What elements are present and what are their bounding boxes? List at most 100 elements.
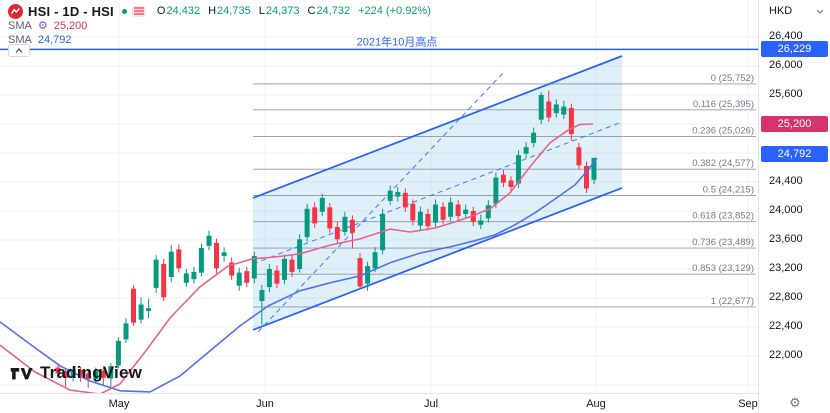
sma-slow-label: SMA (8, 34, 32, 46)
sma-fast-value: 25,200 (53, 20, 88, 32)
candle-body (55, 367, 61, 374)
candle-body (546, 101, 552, 118)
candle-body (304, 208, 310, 238)
candle-body (455, 204, 461, 217)
candle-body (357, 258, 363, 287)
chart-canvas[interactable]: 0 (25,752) 0.116 (25,395) 0.236 (25,026) 0.… (0, 0, 758, 393)
candle-body (463, 209, 469, 214)
fib-label: 0.5 (24,215) (703, 184, 754, 195)
price-badge: 26,229 (761, 41, 828, 58)
gear-icon[interactable]: ⚙ (789, 395, 801, 410)
channel-fill (253, 55, 622, 330)
sma-slow-line[interactable] (0, 157, 598, 393)
sma-fast-label: SMA (8, 20, 32, 32)
candle-body (591, 157, 597, 180)
indicator-row-sma-fast[interactable]: SMA ⚙ 25,200 (8, 19, 431, 33)
tradingview-watermark: TradingView (10, 363, 142, 383)
candle-body (153, 259, 159, 288)
sma-fast-line[interactable] (0, 123, 594, 393)
price-badge: 25,200 (761, 115, 828, 132)
collapse-pane-button[interactable] (8, 44, 30, 57)
fib-label: 0.116 (25,395) (693, 99, 754, 110)
candle-body (576, 147, 582, 166)
candle-body (108, 366, 114, 379)
candle-body (312, 207, 318, 224)
candle-body (387, 190, 393, 201)
candle-body (198, 248, 204, 273)
candle-body (342, 216, 348, 232)
candle-body (63, 371, 68, 378)
candle-body (236, 272, 242, 286)
time-tick-label: Aug (586, 398, 606, 410)
candle-body (123, 323, 129, 340)
currency-selector[interactable]: HKD (769, 4, 824, 18)
chevron-down-icon (816, 9, 824, 14)
candle-body (561, 106, 567, 115)
candle-body (70, 369, 76, 378)
candle-body (516, 155, 521, 184)
candle-body (319, 198, 325, 212)
price-tick-label: 24,000 (769, 204, 803, 216)
candle-body (93, 371, 99, 380)
time-tick-label: Jul (423, 398, 439, 410)
candle-body (85, 373, 91, 380)
symbol-title[interactable]: HSI - 1D - HSI (28, 3, 114, 19)
candle-body (138, 304, 144, 320)
candle-body (214, 242, 219, 269)
currency-label: HKD (769, 5, 793, 17)
ohlc-pair: L 24,373 (258, 5, 300, 17)
candle-body (327, 207, 333, 229)
candle-body (334, 227, 340, 240)
price-tick-label: 23,200 (769, 262, 803, 274)
candle-body (568, 108, 574, 135)
chevron-up-icon (15, 48, 23, 53)
indicator-settings-gear-icon[interactable]: ⚙ (37, 19, 48, 32)
candle-body (523, 147, 529, 154)
chart-plot-area[interactable]: 0 (25,752) 0.116 (25,395) 0.236 (25,026) 0.… (0, 0, 758, 393)
candle-body (493, 177, 499, 204)
candle-body (176, 249, 182, 269)
candle-body (266, 269, 272, 288)
indicator-row-sma-slow[interactable]: SMA 24,792 (8, 33, 431, 47)
channel-lower-line (252, 187, 623, 331)
fib-label: 0.236 (25,026) (692, 126, 754, 137)
market-status-dot-icon (121, 8, 127, 14)
ohlc-pair: H 24,735 (208, 5, 251, 17)
time-tick-label: Sep (738, 398, 758, 410)
price-axis[interactable]: HKD 26,400 26,000 25,600 24,400 24,000 23,600… (758, 0, 830, 413)
candle-body (206, 235, 212, 246)
candle-body (131, 288, 136, 323)
price-tick-label: 23,600 (769, 233, 803, 245)
time-axis[interactable]: May Jun Jul Aug Sep (0, 393, 830, 413)
candle-body (433, 204, 438, 223)
candle-body (440, 206, 446, 220)
parallel-channel[interactable] (252, 55, 623, 331)
hot-list-icon[interactable] (131, 5, 146, 17)
candle-body (584, 166, 589, 189)
ohlc-pair: O 24,432 (156, 5, 201, 17)
candle-body (485, 205, 491, 219)
change-value: +224 (+0.92%) (358, 5, 431, 17)
fib-retracement[interactable]: 0 (25,752) 0.116 (25,395) 0.236 (25,026) 0.… (253, 73, 756, 308)
candle-body (146, 308, 152, 312)
fib-label: 0.382 (24,577) (692, 158, 754, 169)
candle-body (78, 369, 84, 376)
symbol-legend-row[interactable]: HSI - 1D - HSI O 24,432 H 24,735 L 24,373 C 24,… (8, 3, 431, 19)
candle-body (425, 213, 431, 227)
channel-midline-dashed (252, 121, 623, 265)
candle-body (417, 211, 423, 226)
candle-body (470, 211, 476, 222)
candle-body (161, 263, 167, 298)
candle-body (229, 262, 235, 276)
candle-body (395, 192, 401, 197)
candlestick-series (55, 90, 597, 389)
candle-body (251, 256, 257, 279)
candle-body (402, 192, 408, 208)
chart-legend: HSI - 1D - HSI O 24,432 H 24,735 L 24,373 C 24,… (8, 3, 431, 47)
trendline-dashed[interactable] (257, 72, 504, 333)
fib-label: 0.736 (23,489) (692, 237, 754, 248)
price-badge: 24,792 (761, 145, 828, 162)
tradingview-watermark-text: TradingView (40, 363, 143, 382)
candle-body (500, 174, 506, 183)
